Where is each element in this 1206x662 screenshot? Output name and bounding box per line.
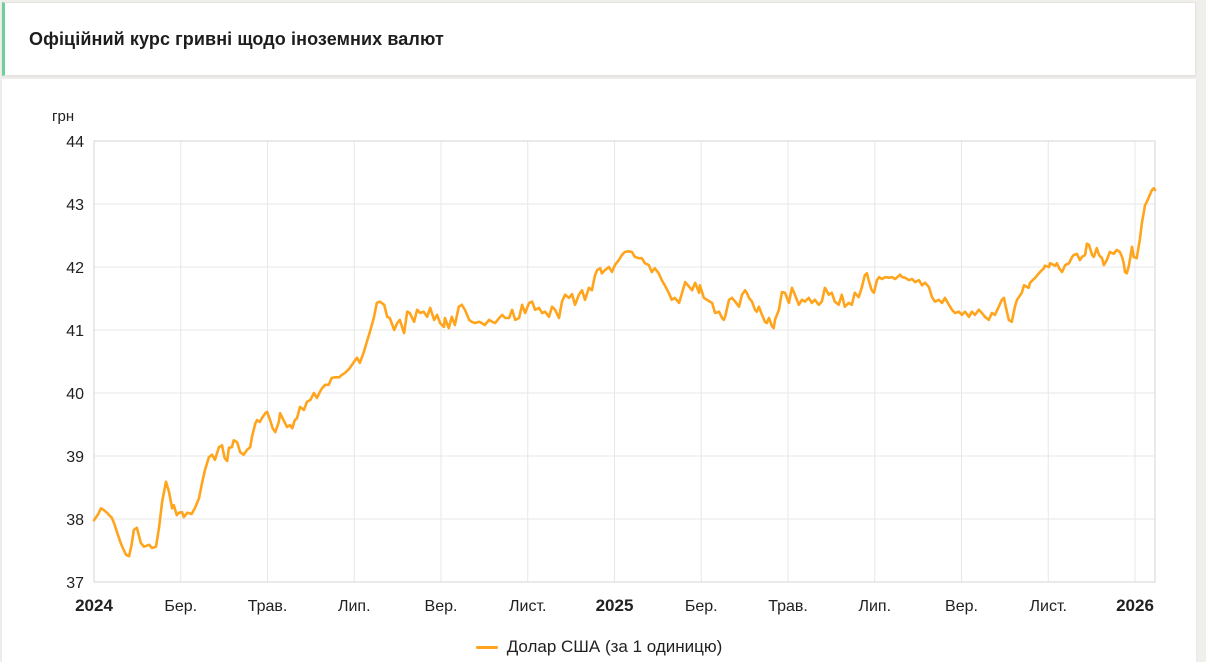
y-tick-label: 41	[66, 323, 84, 340]
y-tick-label: 42	[66, 260, 84, 277]
series-line-usd	[92, 187, 1157, 558]
x-tick-label: Трав.	[248, 598, 288, 615]
page-title: Офіційний курс гривні щодо іноземних вал…	[29, 28, 444, 49]
y-tick-label: 43	[66, 197, 84, 214]
legend-line-swatch	[475, 645, 498, 649]
x-tick-label: Лип.	[338, 598, 371, 615]
exchange-rate-line-chart: грн 37 38 39 40 41 42 43 44 2024 Бер. Трав. Лип. Вер.…	[52, 108, 1157, 615]
y-tick-label: 44	[66, 134, 84, 151]
x-tick-label: Лист.	[509, 598, 546, 615]
x-tick-label: 2026	[1116, 596, 1154, 615]
y-tick-label: 39	[66, 449, 84, 466]
chart-legend: Долар США (за 1 одиницю)	[2, 637, 1196, 657]
legend-label: Долар США (за 1 одиницю)	[506, 637, 723, 656]
x-tick-label: Лип.	[858, 598, 891, 615]
x-tick-label: 2025	[596, 596, 634, 615]
plot-border	[93, 140, 1156, 583]
x-tick-label: Лист.	[1030, 598, 1067, 615]
y-axis-unit-label: грн	[52, 108, 74, 125]
x-tick-label: Бер.	[164, 598, 197, 615]
y-tick-label: 37	[66, 575, 84, 592]
y-tick-label: 40	[66, 386, 84, 403]
x-tick-label: Бер.	[685, 598, 718, 615]
y-tick-label: 38	[66, 512, 84, 529]
chart-card: грн 37 38 39 40 41 42 43 44 2024 Бер. Трав. Лип. Вер.…	[2, 79, 1196, 662]
x-tick-label: Трав.	[768, 598, 808, 615]
x-tick-label: Вер.	[425, 598, 458, 615]
x-tick-label: 2024	[75, 596, 113, 615]
chart-title-card: Офіційний курс гривні щодо іноземних вал…	[2, 2, 1196, 76]
x-tick-label: Вер.	[945, 598, 978, 615]
